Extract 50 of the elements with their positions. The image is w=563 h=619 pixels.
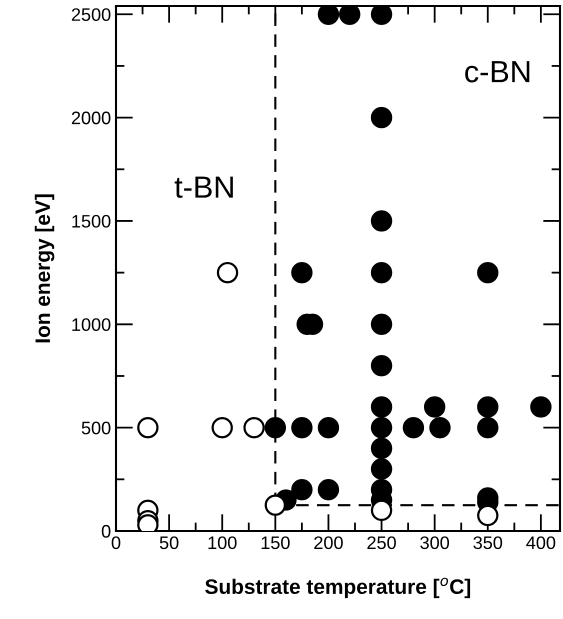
annotation: c-BN: [465, 61, 530, 82]
point: [370, 314, 392, 335]
y-tick-label: 1500: [72, 214, 110, 228]
x-tick-label: 150: [262, 536, 290, 550]
point: [477, 396, 498, 418]
y-axis-title: Ion energy [eV]: [34, 194, 54, 342]
x-tick-label: 50: [160, 536, 178, 550]
annotation: t-BN: [174, 176, 233, 198]
point: [216, 262, 238, 284]
point: [318, 6, 340, 25]
point: [429, 416, 451, 438]
x-axis-title: Substrate temperature [$^{o}$C]: [205, 578, 470, 598]
point: [243, 416, 265, 438]
y-tick-label: 0: [102, 524, 110, 538]
x-tick-label: 300: [420, 536, 450, 550]
point: [370, 210, 392, 232]
point: [424, 396, 446, 418]
point: [291, 478, 313, 500]
x-tick-label: 0: [112, 536, 120, 550]
x-tick-label: 100: [208, 536, 237, 550]
point: [370, 438, 392, 460]
y-tick-label: 2500: [72, 8, 110, 21]
point: [402, 416, 424, 438]
point: [370, 262, 392, 284]
point: [264, 416, 286, 438]
point: [370, 500, 392, 522]
point: [318, 478, 340, 500]
point: [370, 354, 392, 376]
point: [477, 416, 498, 438]
x-tick-label: 200: [314, 536, 343, 550]
point: [212, 416, 233, 438]
x-tick-label: 400: [526, 536, 556, 550]
point: [291, 262, 313, 284]
point: [530, 396, 552, 418]
point: [318, 416, 340, 438]
x-tick-label: 250: [367, 536, 396, 550]
point: [370, 396, 392, 418]
point: [137, 416, 159, 438]
y-tick-label: 2000: [72, 112, 110, 124]
point: [370, 458, 392, 480]
y-tick-label: 500: [82, 422, 110, 434]
point: [477, 262, 498, 284]
x-tick-label: 350: [473, 536, 502, 550]
point: [370, 106, 392, 128]
point: [291, 416, 313, 438]
point: [370, 416, 392, 438]
point: [339, 6, 360, 25]
point: [370, 6, 392, 25]
point: [264, 494, 286, 516]
y-tick-label: 1000: [72, 318, 110, 332]
